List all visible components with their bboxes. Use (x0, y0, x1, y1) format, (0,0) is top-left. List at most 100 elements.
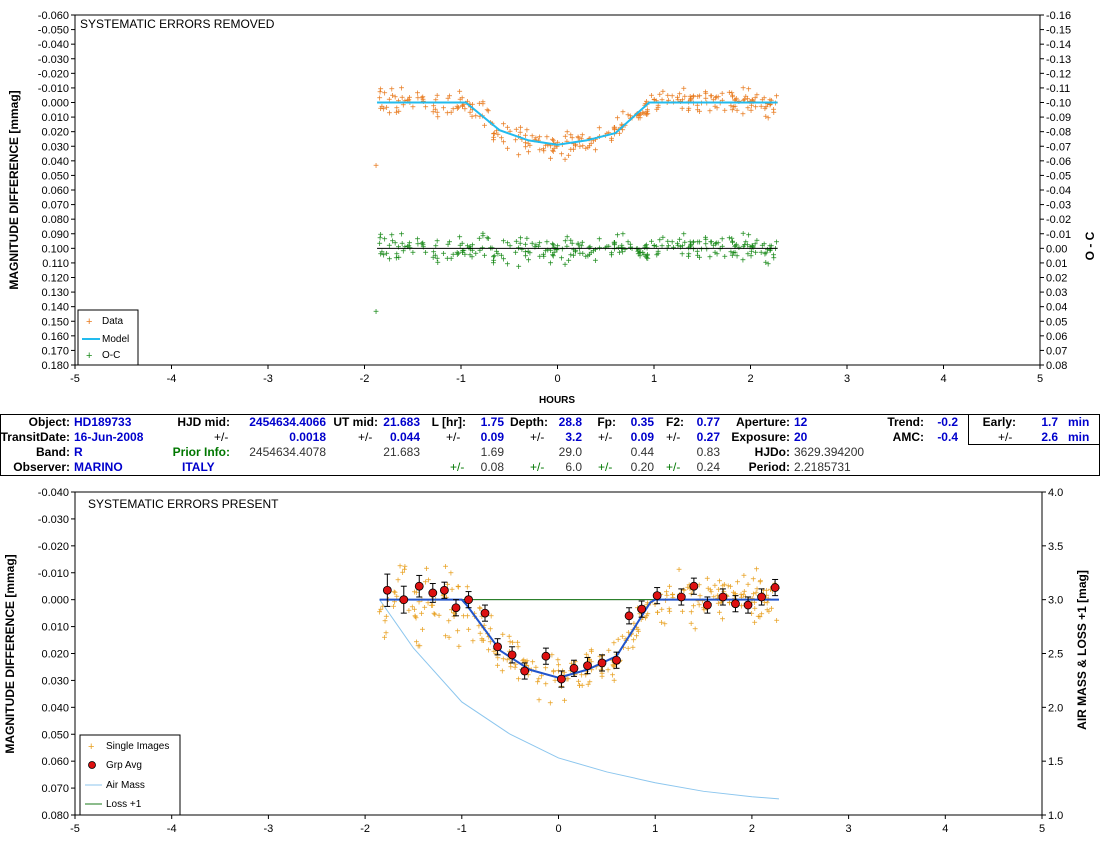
data-point: + (378, 84, 384, 95)
y2-tick-label: -0.05 (1046, 170, 1071, 182)
single-image-point: + (500, 655, 506, 666)
single-image-point: + (429, 592, 435, 603)
single-image-point: + (621, 643, 627, 654)
data-point: + (377, 93, 383, 104)
data-point: + (461, 100, 467, 111)
oc-point: + (394, 249, 400, 260)
group-average-point (464, 595, 473, 605)
y2-tick-label: -0.03 (1046, 200, 1071, 212)
oc-point: + (441, 249, 447, 260)
oc-point: + (602, 244, 608, 255)
oc-point: + (644, 253, 650, 264)
legend-grpavg-label: Grp Avg (106, 760, 142, 771)
single-image-point: + (416, 598, 422, 609)
fp-value: 0.35 (630, 415, 654, 429)
data-point: + (771, 105, 777, 116)
single-image-point: + (568, 666, 574, 677)
y-tick-label: 0.140 (41, 302, 69, 314)
single-image-point: + (638, 615, 644, 626)
y-tick-label: 0.070 (41, 783, 69, 795)
single-image-point: + (588, 647, 594, 658)
single-image-point: + (589, 665, 595, 676)
single-image-point: + (565, 674, 571, 685)
oc-point: + (730, 238, 736, 249)
data-point: + (765, 99, 771, 110)
single-image-point: + (445, 580, 451, 591)
prior-depth: 29.0 (558, 445, 582, 459)
single-image-point: + (587, 678, 593, 689)
single-image-point: + (380, 602, 386, 613)
y-tick-label: 0.060 (41, 185, 69, 197)
single-image-point: + (740, 591, 746, 602)
oc-point: + (641, 250, 647, 261)
single-image-point: + (717, 577, 723, 588)
oc-point: + (465, 241, 471, 252)
data-point: + (655, 101, 661, 112)
oc-point: + (651, 241, 657, 252)
y2-axis-label: O - C (1083, 231, 1097, 260)
single-image-point: + (382, 633, 388, 644)
data-point: + (447, 92, 453, 103)
oc-point: + (714, 249, 720, 260)
oc-point: + (686, 244, 692, 255)
data-point: + (415, 89, 421, 100)
single-image-point: + (392, 588, 398, 599)
y2-tick-label: 1.5 (1048, 756, 1063, 768)
data-point: + (745, 95, 751, 106)
group-average-point (731, 599, 740, 609)
y-tick-label: -0.040 (38, 39, 69, 51)
single-image-point: + (391, 587, 397, 598)
data-point: + (501, 120, 507, 131)
data-point: + (620, 125, 626, 136)
single-image-point: + (664, 588, 670, 599)
legend-model-label: Model (102, 334, 129, 345)
single-image-point: + (479, 636, 485, 647)
oc-point: + (617, 248, 623, 259)
oc-point: + (541, 250, 547, 261)
single-image-point: + (436, 611, 442, 622)
data-point: + (469, 112, 475, 123)
single-image-point: + (727, 598, 733, 609)
oc-point: + (655, 247, 661, 258)
hjdmid-label: HJD mid: (177, 415, 230, 429)
single-image-point: + (432, 610, 438, 621)
oc-point: + (559, 253, 565, 264)
y-tick-label: 0.010 (41, 112, 69, 124)
single-image-point: + (412, 612, 418, 623)
single-image-point: + (391, 602, 397, 613)
f2-pm: +/- (666, 430, 681, 444)
single-image-point: + (464, 583, 470, 594)
air-mass-line (379, 599, 780, 800)
single-image-point: + (495, 661, 501, 672)
single-image-point: + (424, 564, 430, 575)
oc-point: + (455, 249, 461, 260)
lhr-pm: +/- (446, 430, 461, 444)
oc-point: + (728, 247, 734, 258)
oc-point: + (548, 246, 554, 257)
hjdmid-pm: +/- (214, 430, 229, 444)
data-point: + (641, 109, 647, 120)
single-image-point: + (715, 599, 721, 610)
single-image-point: + (491, 647, 497, 658)
data-point: + (505, 144, 511, 155)
data-point: + (524, 126, 530, 137)
x-tick-label: 1 (652, 823, 658, 835)
x-tick-label: -4 (167, 823, 177, 835)
oc-point: + (461, 246, 467, 257)
early-err: 2.6 (1041, 430, 1058, 444)
oc-point: + (729, 251, 735, 262)
group-average-point (414, 581, 424, 591)
single-image-point: + (628, 630, 634, 641)
single-image-point: + (402, 562, 408, 573)
oc-point: + (733, 240, 739, 251)
data-point: + (634, 110, 640, 121)
data-point: + (690, 92, 696, 103)
oc-point: + (430, 253, 436, 264)
band-label: Band: (36, 445, 70, 459)
hjdmid-value: 2454634.4066 (249, 415, 326, 429)
single-image-point: + (587, 655, 593, 666)
oc-point: + (745, 250, 751, 261)
data-point: + (709, 92, 715, 103)
prior-depth-err: 6.0 (565, 460, 582, 474)
oc-point: + (550, 251, 556, 262)
